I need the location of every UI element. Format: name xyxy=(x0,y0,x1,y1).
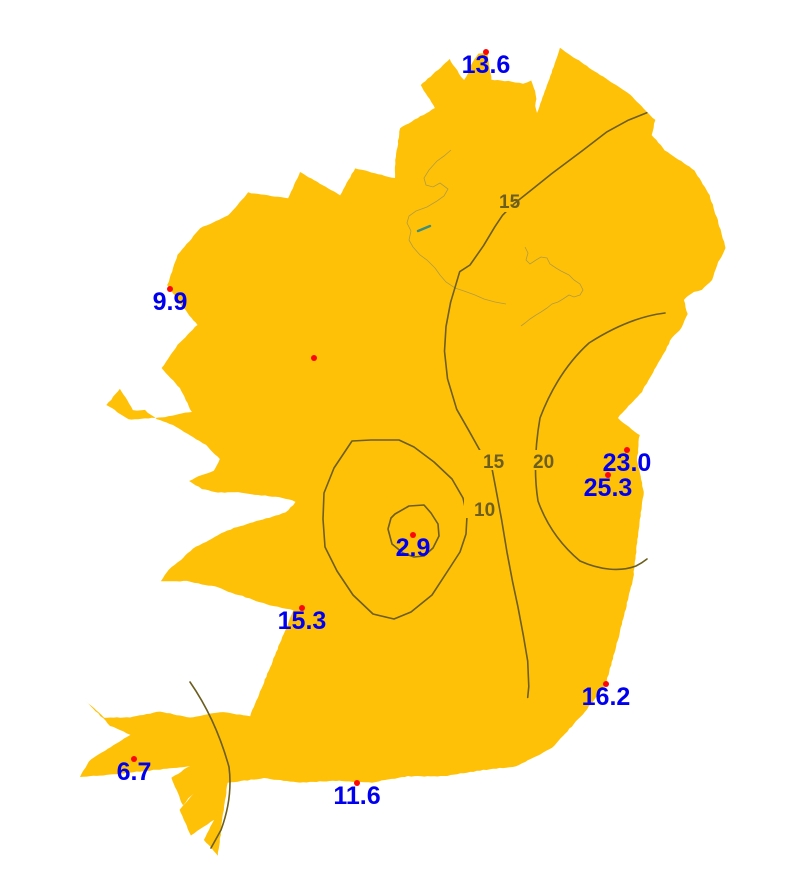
svg-text:15.3: 15.3 xyxy=(278,607,327,635)
svg-text:15: 15 xyxy=(499,192,521,213)
svg-text:20: 20 xyxy=(533,452,554,473)
svg-text:2.9: 2.9 xyxy=(396,534,431,562)
svg-text:11.6: 11.6 xyxy=(333,782,380,810)
svg-text:9.9: 9.9 xyxy=(153,288,188,316)
svg-text:23.0: 23.0 xyxy=(603,449,652,477)
svg-text:6.7: 6.7 xyxy=(117,758,152,786)
svg-text:16.2: 16.2 xyxy=(582,683,631,711)
svg-text:13.6: 13.6 xyxy=(462,51,511,79)
svg-text:10: 10 xyxy=(474,500,495,521)
svg-text:25.3: 25.3 xyxy=(584,474,633,502)
svg-text:15: 15 xyxy=(483,452,505,473)
